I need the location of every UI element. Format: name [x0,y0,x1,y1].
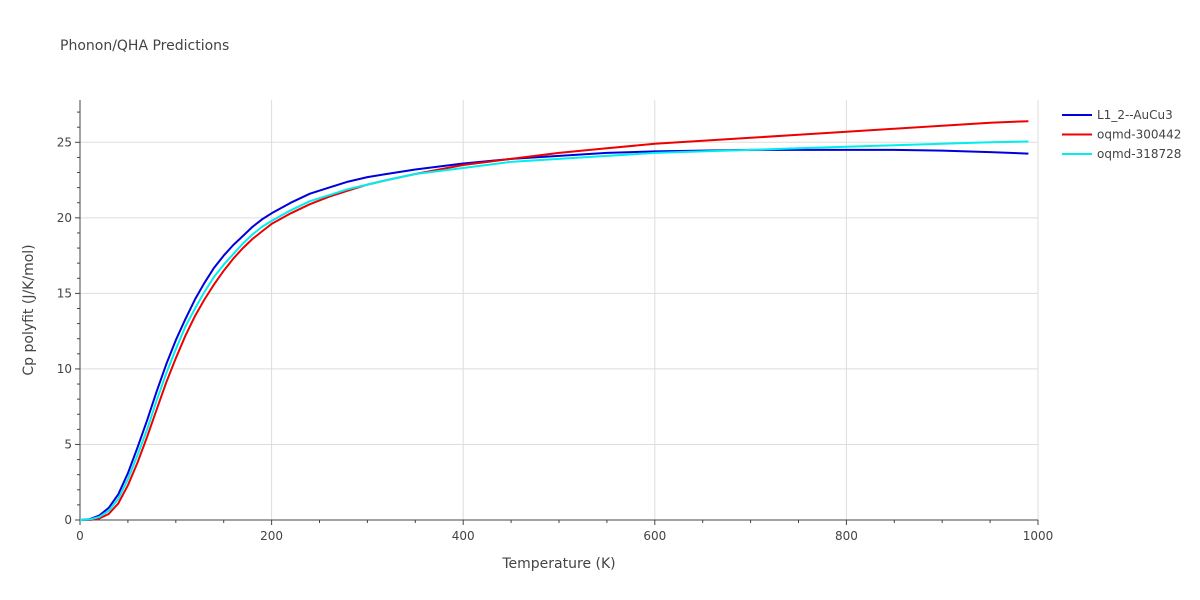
x-axis-title: Temperature (K) [501,556,615,572]
x-tick-label: 0 [76,529,84,543]
y-tick-label: 5 [64,437,72,451]
legend-item[interactable]: L1_2--AuCu3 [1062,108,1173,122]
legend-label: oqmd-318728 [1097,147,1181,161]
y-tick-label: 15 [57,286,72,300]
x-tick-label: 400 [452,529,475,543]
y-axis-title: Cp polyfit (J/K/mol) [21,244,37,375]
legend-label: oqmd-300442 [1097,128,1181,142]
chart-title: Phonon/QHA Predictions [60,38,229,54]
x-tick-labels: 0 200 400 600 800 1000 [76,529,1053,543]
x-tick-label: 800 [835,529,858,543]
y-tick-label: 10 [57,362,72,376]
series-line-oqmd-318728 [79,140,1029,521]
x-tick-label: 200 [260,529,283,543]
series-line-oqmd-300442 [80,120,1029,521]
grid-lines [80,100,1039,520]
y-tick-label: 0 [64,513,72,527]
legend-label: L1_2--AuCu3 [1097,108,1173,122]
legend-item[interactable]: oqmd-300442 [1062,128,1181,142]
axes [75,100,1039,525]
x-tick-label: 600 [643,529,666,543]
series-line-l1-2-aucu3 [79,148,1029,521]
plot-area [79,120,1029,521]
x-tick-label: 1000 [1023,529,1054,543]
y-tick-labels: 0 5 10 15 20 25 [57,135,72,527]
y-tick-label: 25 [57,135,72,149]
legend-item[interactable]: oqmd-318728 [1062,147,1181,161]
y-tick-label: 20 [57,211,72,225]
legend[interactable]: L1_2--AuCu3 oqmd-300442 oqmd-318728 [1062,108,1181,161]
